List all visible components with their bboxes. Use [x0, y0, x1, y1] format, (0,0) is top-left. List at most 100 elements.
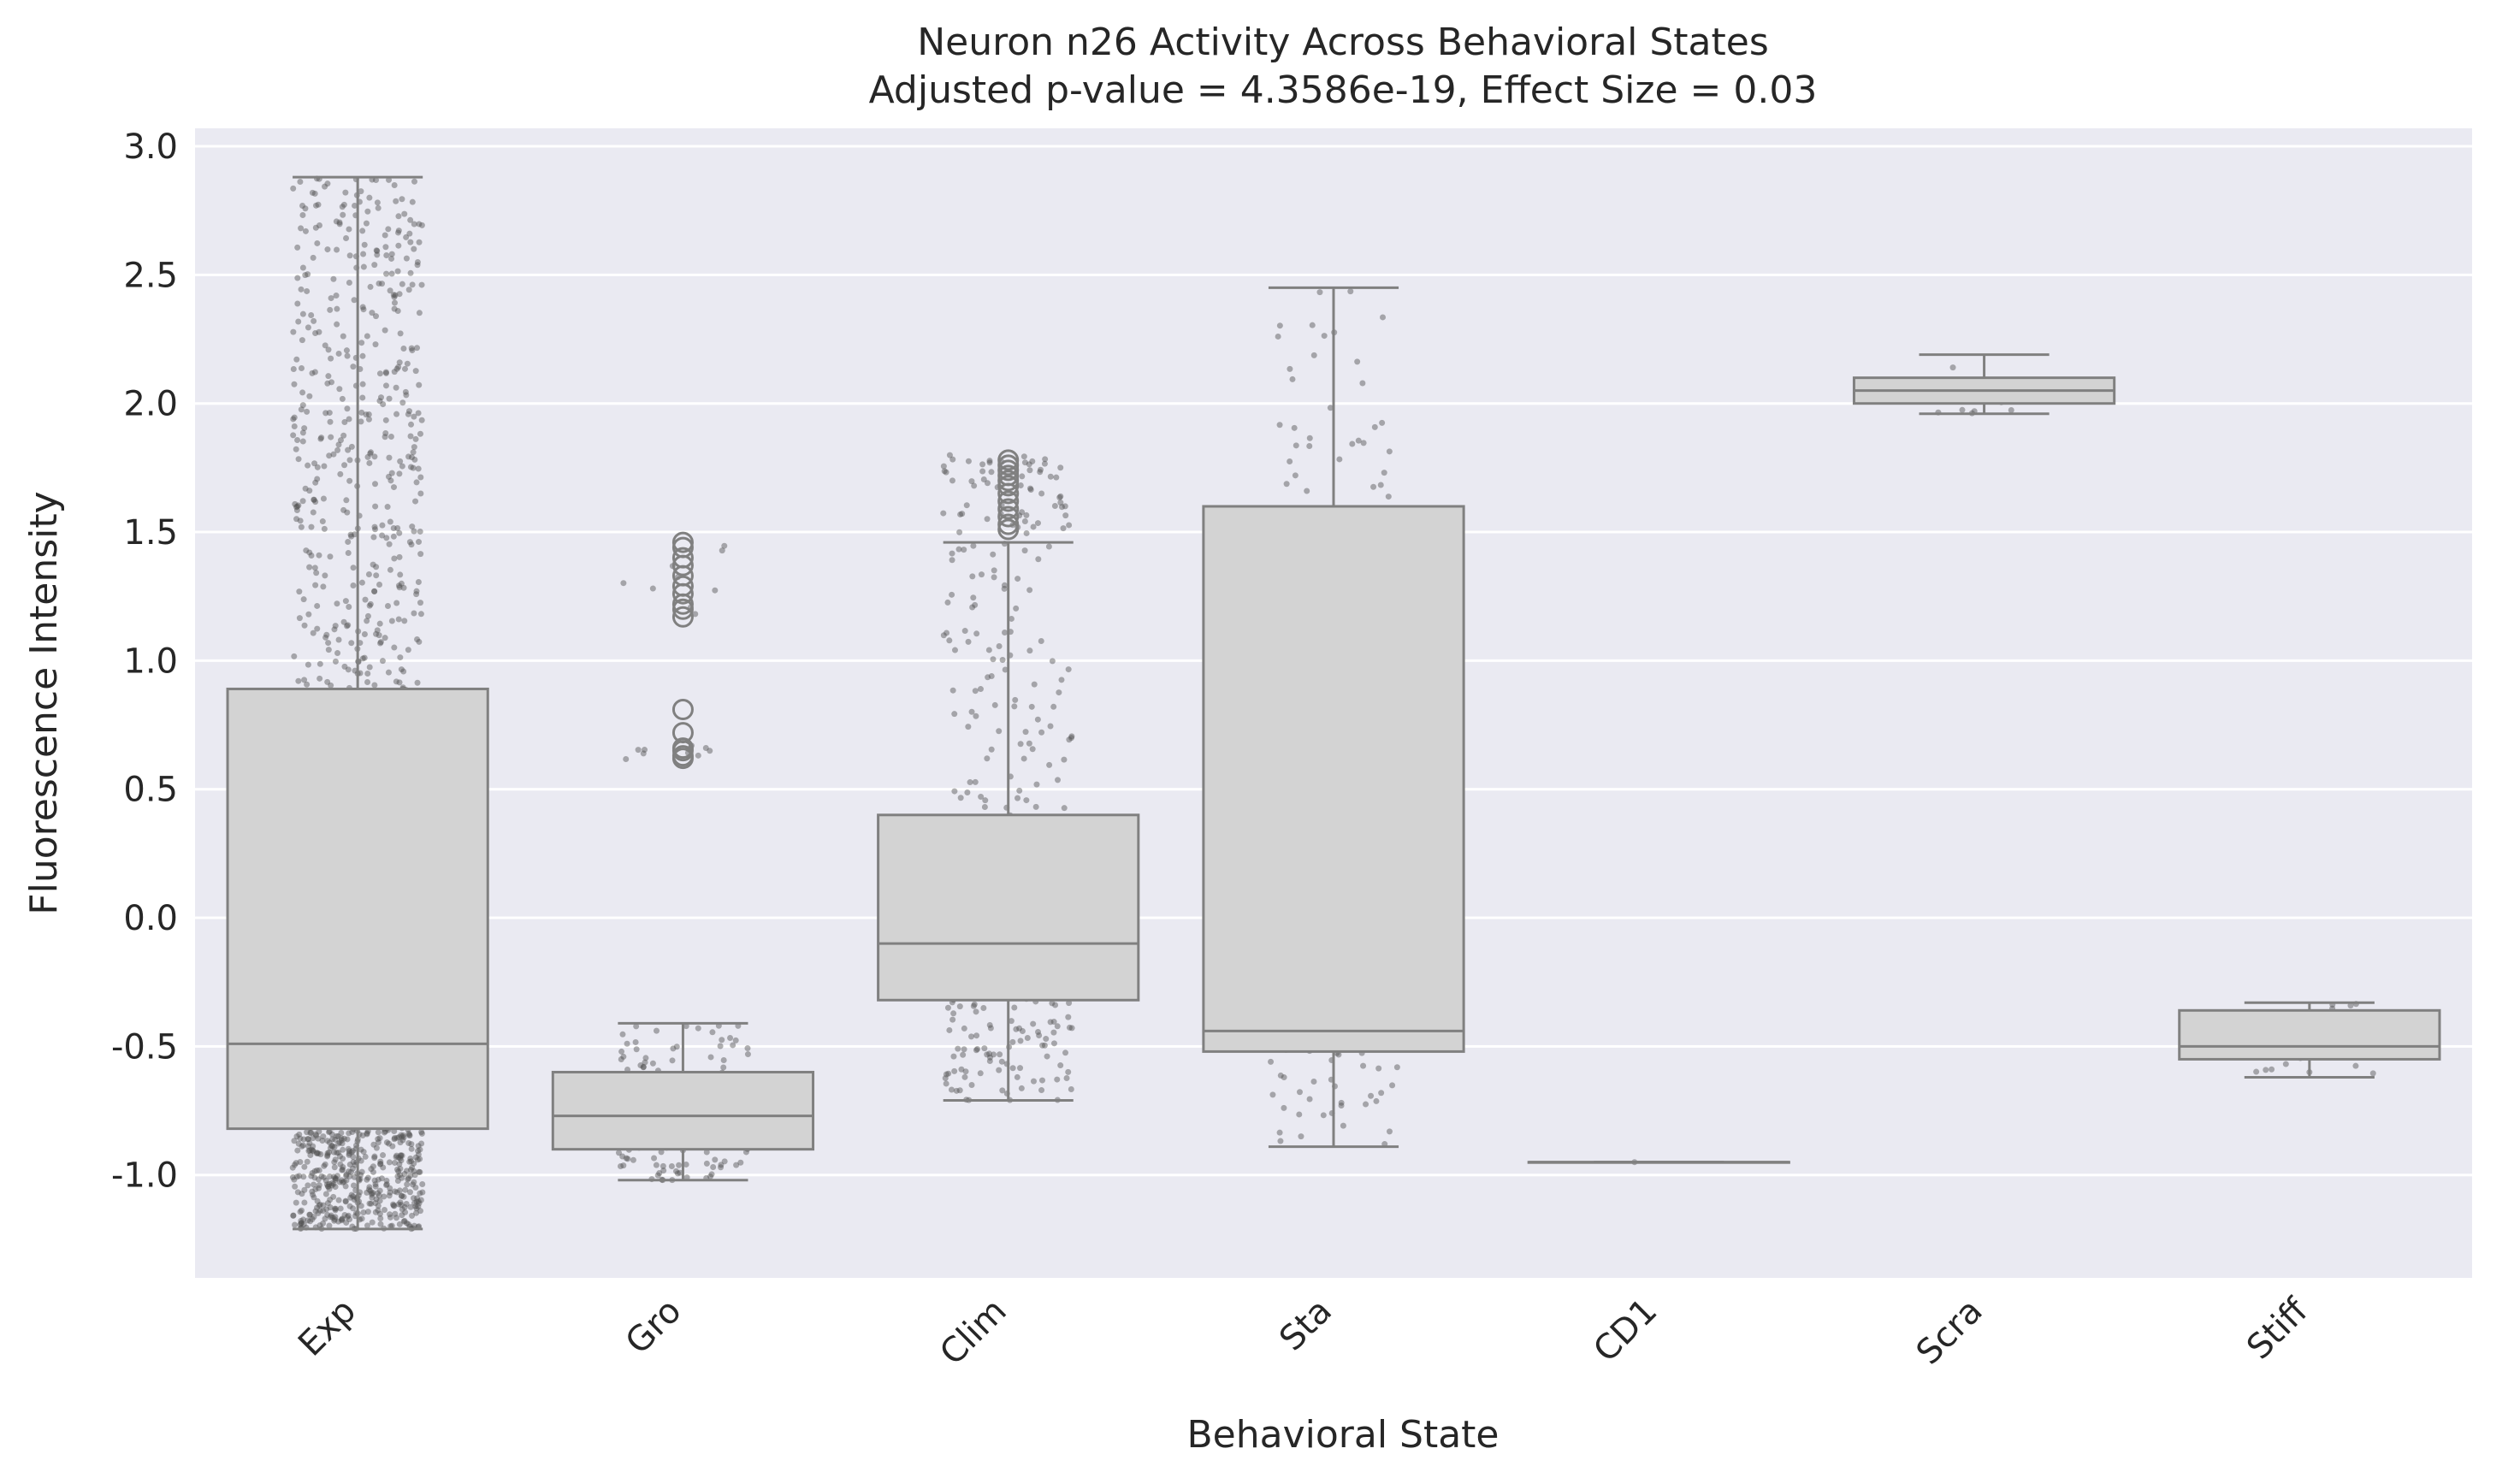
- strip-point: [316, 1222, 323, 1229]
- strip-point: [393, 1154, 399, 1161]
- strip-point: [1065, 666, 1072, 673]
- strip-point: [2269, 1066, 2275, 1073]
- strip-point: [344, 352, 351, 359]
- strip-point: [366, 1184, 373, 1191]
- strip-point: [346, 1151, 352, 1158]
- strip-point: [414, 345, 421, 352]
- strip-point: [308, 1173, 315, 1180]
- strip-point: [415, 578, 422, 585]
- strip-point: [350, 364, 357, 370]
- strip-point: [360, 263, 367, 270]
- strip-point: [972, 778, 979, 785]
- strip-point: [322, 572, 328, 579]
- strip-point: [296, 615, 303, 622]
- strip-point: [314, 476, 321, 482]
- strip-point: [330, 1174, 337, 1180]
- strip-point: [999, 1087, 1006, 1094]
- strip-point: [1050, 1040, 1057, 1047]
- strip-point: [1034, 716, 1041, 723]
- strip-point: [413, 1198, 420, 1205]
- strip-point: [289, 1164, 296, 1171]
- strip-point: [411, 178, 418, 185]
- strip-point: [336, 1153, 343, 1160]
- strip-point: [1045, 543, 1052, 550]
- strip-point: [399, 399, 406, 406]
- strip-point: [1032, 803, 1039, 810]
- strip-point: [326, 1174, 333, 1180]
- strip-point: [405, 1130, 412, 1137]
- y-tick-label: -0.5: [111, 1027, 178, 1067]
- strip-point: [379, 532, 386, 539]
- strip-point: [390, 484, 397, 491]
- strip-point: [1023, 797, 1030, 804]
- strip-point: [379, 658, 386, 665]
- strip-point: [944, 599, 951, 606]
- strip-point: [416, 1168, 423, 1175]
- strip-point: [376, 280, 382, 287]
- strip-point: [316, 328, 322, 335]
- strip-point: [364, 612, 371, 619]
- strip-point: [365, 411, 372, 417]
- outlier-point: [671, 547, 694, 569]
- strip-point: [394, 525, 401, 532]
- strip-point: [970, 542, 977, 549]
- strip-point: [337, 437, 344, 444]
- strip-point: [345, 1212, 352, 1219]
- strip-point: [1023, 529, 1030, 536]
- strip-point: [323, 631, 330, 638]
- strip-point: [635, 747, 642, 754]
- strip-point: [977, 1070, 984, 1077]
- strip-point: [311, 1194, 317, 1201]
- strip-point: [364, 1176, 370, 1183]
- strip-point: [361, 241, 368, 248]
- strip-point: [314, 1197, 321, 1204]
- strip-point: [419, 1189, 426, 1196]
- strip-point: [345, 446, 352, 453]
- strip-point: [397, 458, 404, 464]
- strip-point: [340, 211, 346, 218]
- strip-point: [972, 601, 979, 608]
- y-tick-label: 2.5: [123, 256, 178, 295]
- strip-point: [410, 449, 417, 456]
- strip-point: [393, 678, 399, 685]
- strip-point: [332, 1214, 339, 1221]
- strip-point: [1029, 746, 1036, 753]
- strip-point: [328, 355, 334, 362]
- strip-point: [965, 458, 972, 464]
- strip-point: [737, 1159, 744, 1166]
- strip-point: [340, 1179, 346, 1185]
- strip-point: [360, 1209, 367, 1215]
- strip-point: [350, 1153, 357, 1160]
- strip-point: [299, 1142, 306, 1149]
- strip-point: [398, 1202, 405, 1209]
- x-tick-label: CD1: [1586, 1292, 1665, 1370]
- strip-point: [383, 535, 390, 541]
- strip-point: [327, 418, 334, 425]
- strip-point: [365, 1186, 372, 1193]
- strip-point: [417, 600, 423, 606]
- strip-point: [1020, 755, 1027, 762]
- strip-point: [393, 198, 399, 204]
- strip-point: [1009, 1038, 1016, 1045]
- strip-point: [390, 292, 397, 299]
- strip-point: [366, 459, 373, 466]
- strip-point: [969, 573, 976, 580]
- y-axis-label: Fluorescence Intensity: [22, 491, 66, 914]
- strip-point: [320, 1208, 327, 1215]
- strip-point: [327, 1204, 334, 1211]
- strip-point: [363, 411, 370, 418]
- strip-point: [298, 523, 305, 530]
- strip-point: [397, 1165, 404, 1172]
- strip-point: [677, 1169, 683, 1176]
- strip-point: [415, 1198, 422, 1205]
- strip-point: [350, 1158, 357, 1165]
- strip-point: [386, 176, 393, 183]
- strip-point: [366, 664, 373, 671]
- strip-point: [718, 1162, 725, 1168]
- strip-point: [321, 525, 328, 532]
- strip-point: [397, 1172, 404, 1179]
- strip-point: [717, 1043, 724, 1049]
- strip-point: [673, 1044, 680, 1050]
- strip-point: [417, 528, 423, 535]
- strip-point: [1065, 1014, 1072, 1020]
